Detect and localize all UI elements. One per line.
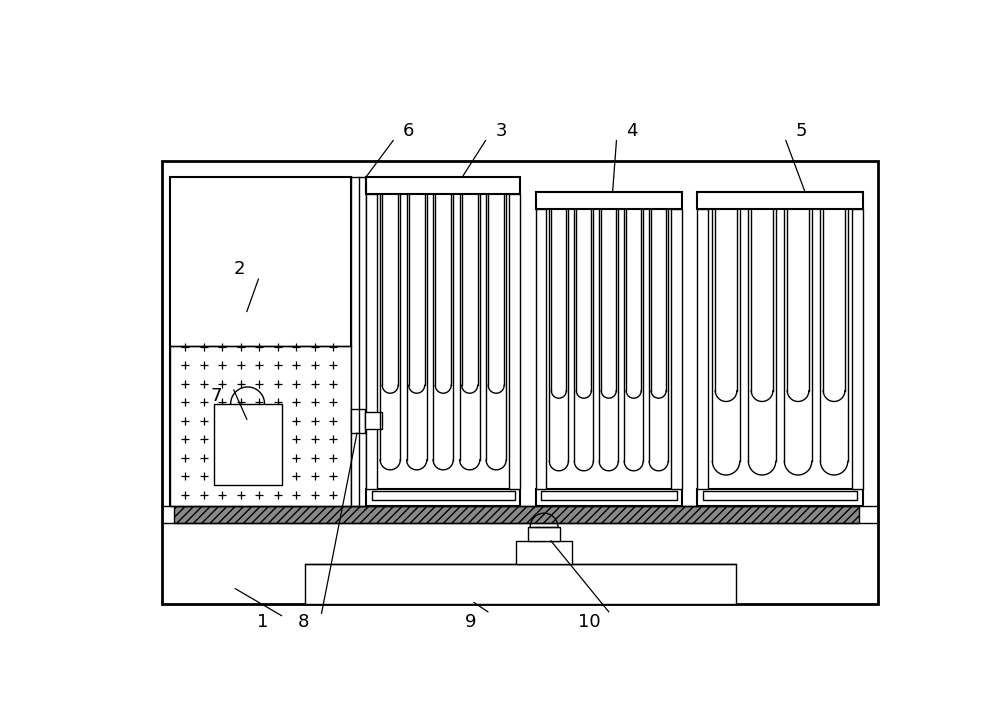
Text: 6: 6 — [403, 121, 414, 139]
Bar — [697, 192, 863, 209]
Bar — [170, 346, 351, 506]
Bar — [697, 209, 708, 490]
Text: 8: 8 — [297, 613, 309, 631]
Bar — [174, 506, 859, 523]
Bar — [541, 491, 677, 500]
Bar — [305, 564, 736, 604]
Text: 1: 1 — [257, 613, 268, 631]
Text: 9: 9 — [464, 613, 476, 631]
Bar — [671, 209, 682, 490]
Bar — [509, 193, 520, 490]
Bar — [852, 209, 863, 490]
Bar — [536, 192, 682, 209]
Bar — [372, 491, 515, 500]
Bar — [366, 177, 520, 193]
Bar — [536, 490, 682, 506]
Bar — [366, 193, 377, 490]
Text: 3: 3 — [495, 121, 507, 139]
Bar — [366, 490, 520, 506]
Bar — [365, 412, 382, 429]
Bar — [351, 177, 366, 506]
Bar — [703, 491, 857, 500]
Bar — [170, 177, 351, 506]
Bar — [214, 404, 282, 484]
Text: 4: 4 — [626, 121, 638, 139]
Bar — [516, 541, 572, 564]
Text: 5: 5 — [796, 121, 807, 139]
Bar — [528, 527, 560, 541]
Bar — [351, 409, 365, 433]
Text: 10: 10 — [578, 613, 601, 631]
Bar — [697, 490, 863, 506]
Bar — [536, 209, 546, 490]
Text: 7: 7 — [210, 387, 222, 405]
Text: 2: 2 — [233, 260, 245, 278]
Bar — [162, 161, 878, 604]
